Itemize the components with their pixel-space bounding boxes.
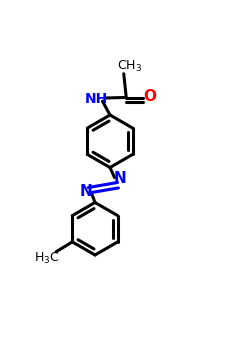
Text: H$_3$C: H$_3$C	[34, 251, 60, 266]
Text: N: N	[114, 171, 126, 186]
Text: O: O	[144, 89, 156, 104]
Text: N: N	[80, 184, 92, 199]
Text: NH: NH	[84, 92, 108, 106]
Text: CH$_3$: CH$_3$	[118, 59, 142, 74]
